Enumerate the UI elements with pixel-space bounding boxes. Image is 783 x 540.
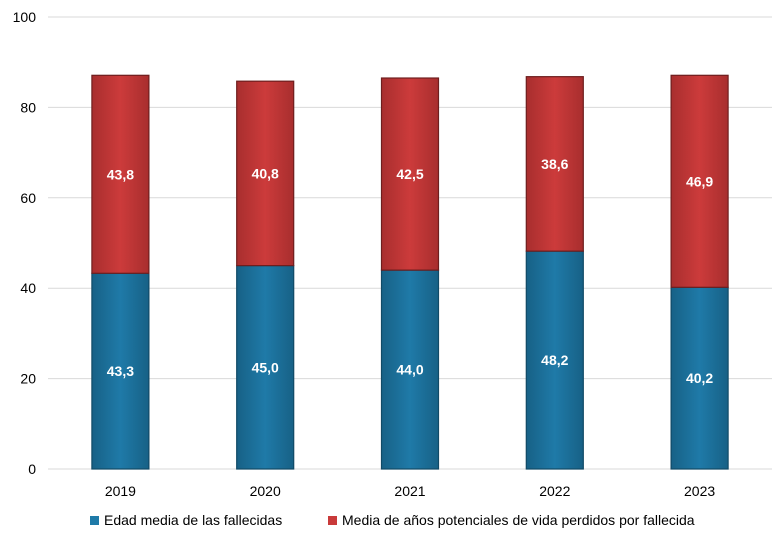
y-tick-label: 20 <box>20 371 36 387</box>
legend: Edad media de las fallecidas Media de año… <box>90 512 695 528</box>
bar-segment-2021-edad-media <box>380 269 440 470</box>
y-axis-ticks: 0 20 40 60 80 100 <box>13 9 37 477</box>
x-tick-label: 2021 <box>394 483 425 499</box>
x-tick-label: 2019 <box>105 483 136 499</box>
data-label: 46,9 <box>686 173 713 189</box>
y-tick-label: 60 <box>20 190 36 206</box>
data-label: 43,3 <box>107 363 134 379</box>
legend-swatch <box>328 516 337 525</box>
legend-label: Media de años potenciales de vida perdid… <box>342 512 695 528</box>
bar-segment-2019-edad-media <box>91 272 150 470</box>
data-label: 40,2 <box>686 370 713 386</box>
bar-segment-2020-anos-perdidos <box>236 80 295 267</box>
data-label: 43,8 <box>107 166 134 182</box>
bar-segment-2019-anos-perdidos <box>91 74 150 274</box>
bar-segment-2020-edad-media <box>236 265 295 470</box>
x-tick-label: 2022 <box>539 483 570 499</box>
data-label: 42,5 <box>396 166 423 182</box>
bar-segment-2022-edad-media <box>525 250 584 470</box>
legend-swatch <box>90 516 99 525</box>
y-tick-label: 80 <box>20 99 36 115</box>
y-tick-label: 100 <box>13 9 37 25</box>
data-label: 45,0 <box>252 359 279 375</box>
bar-segment-2023-anos-perdidos <box>670 74 729 288</box>
y-tick-label: 40 <box>20 280 36 296</box>
legend-label: Edad media de las fallecidas <box>104 512 282 528</box>
bar-segment-2023-edad-media <box>670 286 729 470</box>
data-label: 48,2 <box>541 352 568 368</box>
x-axis-ticks: 2019 2020 2021 2022 2023 <box>105 483 716 499</box>
bars: 43,3 43,8 45,0 40,8 44,0 42,5 48,2 38,6 40,2 46,9 <box>91 74 729 470</box>
bar-segment-2021-anos-perdidos <box>380 77 440 271</box>
data-label: 38,6 <box>541 156 568 172</box>
x-tick-label: 2023 <box>684 483 715 499</box>
y-tick-label: 0 <box>28 461 36 477</box>
data-label: 44,0 <box>396 362 423 378</box>
data-label: 40,8 <box>252 165 279 181</box>
bar-segment-2022-anos-perdidos <box>525 76 584 252</box>
x-tick-label: 2020 <box>250 483 281 499</box>
